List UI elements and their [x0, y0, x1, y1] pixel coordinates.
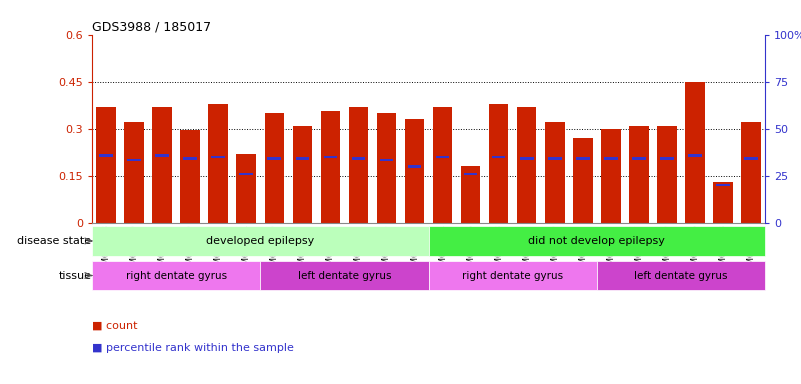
Text: developed epilepsy: developed epilepsy — [206, 236, 315, 246]
Bar — [629, 126, 649, 223]
Text: tissue: tissue — [58, 270, 91, 281]
Bar — [429, 226, 765, 256]
Text: GDS3988 / 185017: GDS3988 / 185017 — [92, 20, 211, 33]
Bar — [713, 182, 733, 223]
Bar — [548, 157, 562, 160]
Bar — [597, 261, 765, 290]
Bar — [741, 122, 761, 223]
Bar — [660, 157, 674, 160]
Bar — [268, 157, 281, 160]
Bar — [239, 173, 253, 175]
Text: left dentate gyrus: left dentate gyrus — [634, 270, 727, 281]
Bar — [436, 156, 449, 158]
Bar — [545, 122, 565, 223]
Bar — [520, 157, 533, 160]
Text: ■ percentile rank within the sample: ■ percentile rank within the sample — [92, 343, 294, 353]
Bar — [492, 156, 505, 158]
Bar — [716, 184, 730, 186]
Bar — [464, 173, 477, 175]
Bar — [96, 107, 116, 223]
Bar — [517, 107, 537, 223]
Bar — [657, 126, 677, 223]
Bar — [348, 107, 368, 223]
Bar — [352, 157, 365, 160]
Bar — [155, 154, 169, 157]
Bar — [180, 130, 200, 223]
Bar — [573, 138, 593, 223]
Bar — [92, 226, 429, 256]
Text: right dentate gyrus: right dentate gyrus — [126, 270, 227, 281]
Bar — [320, 111, 340, 223]
Bar — [461, 166, 481, 223]
Bar — [601, 129, 621, 223]
Text: left dentate gyrus: left dentate gyrus — [298, 270, 391, 281]
Bar — [604, 157, 618, 160]
Bar — [376, 113, 396, 223]
Bar — [632, 157, 646, 160]
Bar — [99, 154, 113, 157]
Bar — [380, 159, 393, 161]
Bar — [264, 113, 284, 223]
Text: right dentate gyrus: right dentate gyrus — [462, 270, 563, 281]
Bar — [576, 157, 590, 160]
Bar — [152, 107, 172, 223]
Bar — [324, 156, 337, 158]
Bar — [685, 82, 705, 223]
Text: did not develop epilepsy: did not develop epilepsy — [529, 236, 665, 246]
Text: ■ count: ■ count — [92, 320, 138, 330]
Bar — [744, 157, 758, 160]
Bar — [688, 154, 702, 157]
Bar — [211, 156, 225, 158]
Bar — [433, 107, 453, 223]
Bar — [124, 122, 144, 223]
Bar — [405, 119, 425, 223]
Bar — [489, 104, 509, 223]
Bar — [92, 261, 260, 290]
Bar — [127, 159, 141, 161]
Bar — [429, 261, 597, 290]
Bar — [236, 154, 256, 223]
Text: disease state: disease state — [18, 236, 91, 246]
Bar — [260, 261, 429, 290]
Bar — [408, 165, 421, 167]
Bar — [296, 157, 309, 160]
Bar — [183, 157, 197, 160]
Bar — [208, 104, 228, 223]
Bar — [292, 126, 312, 223]
